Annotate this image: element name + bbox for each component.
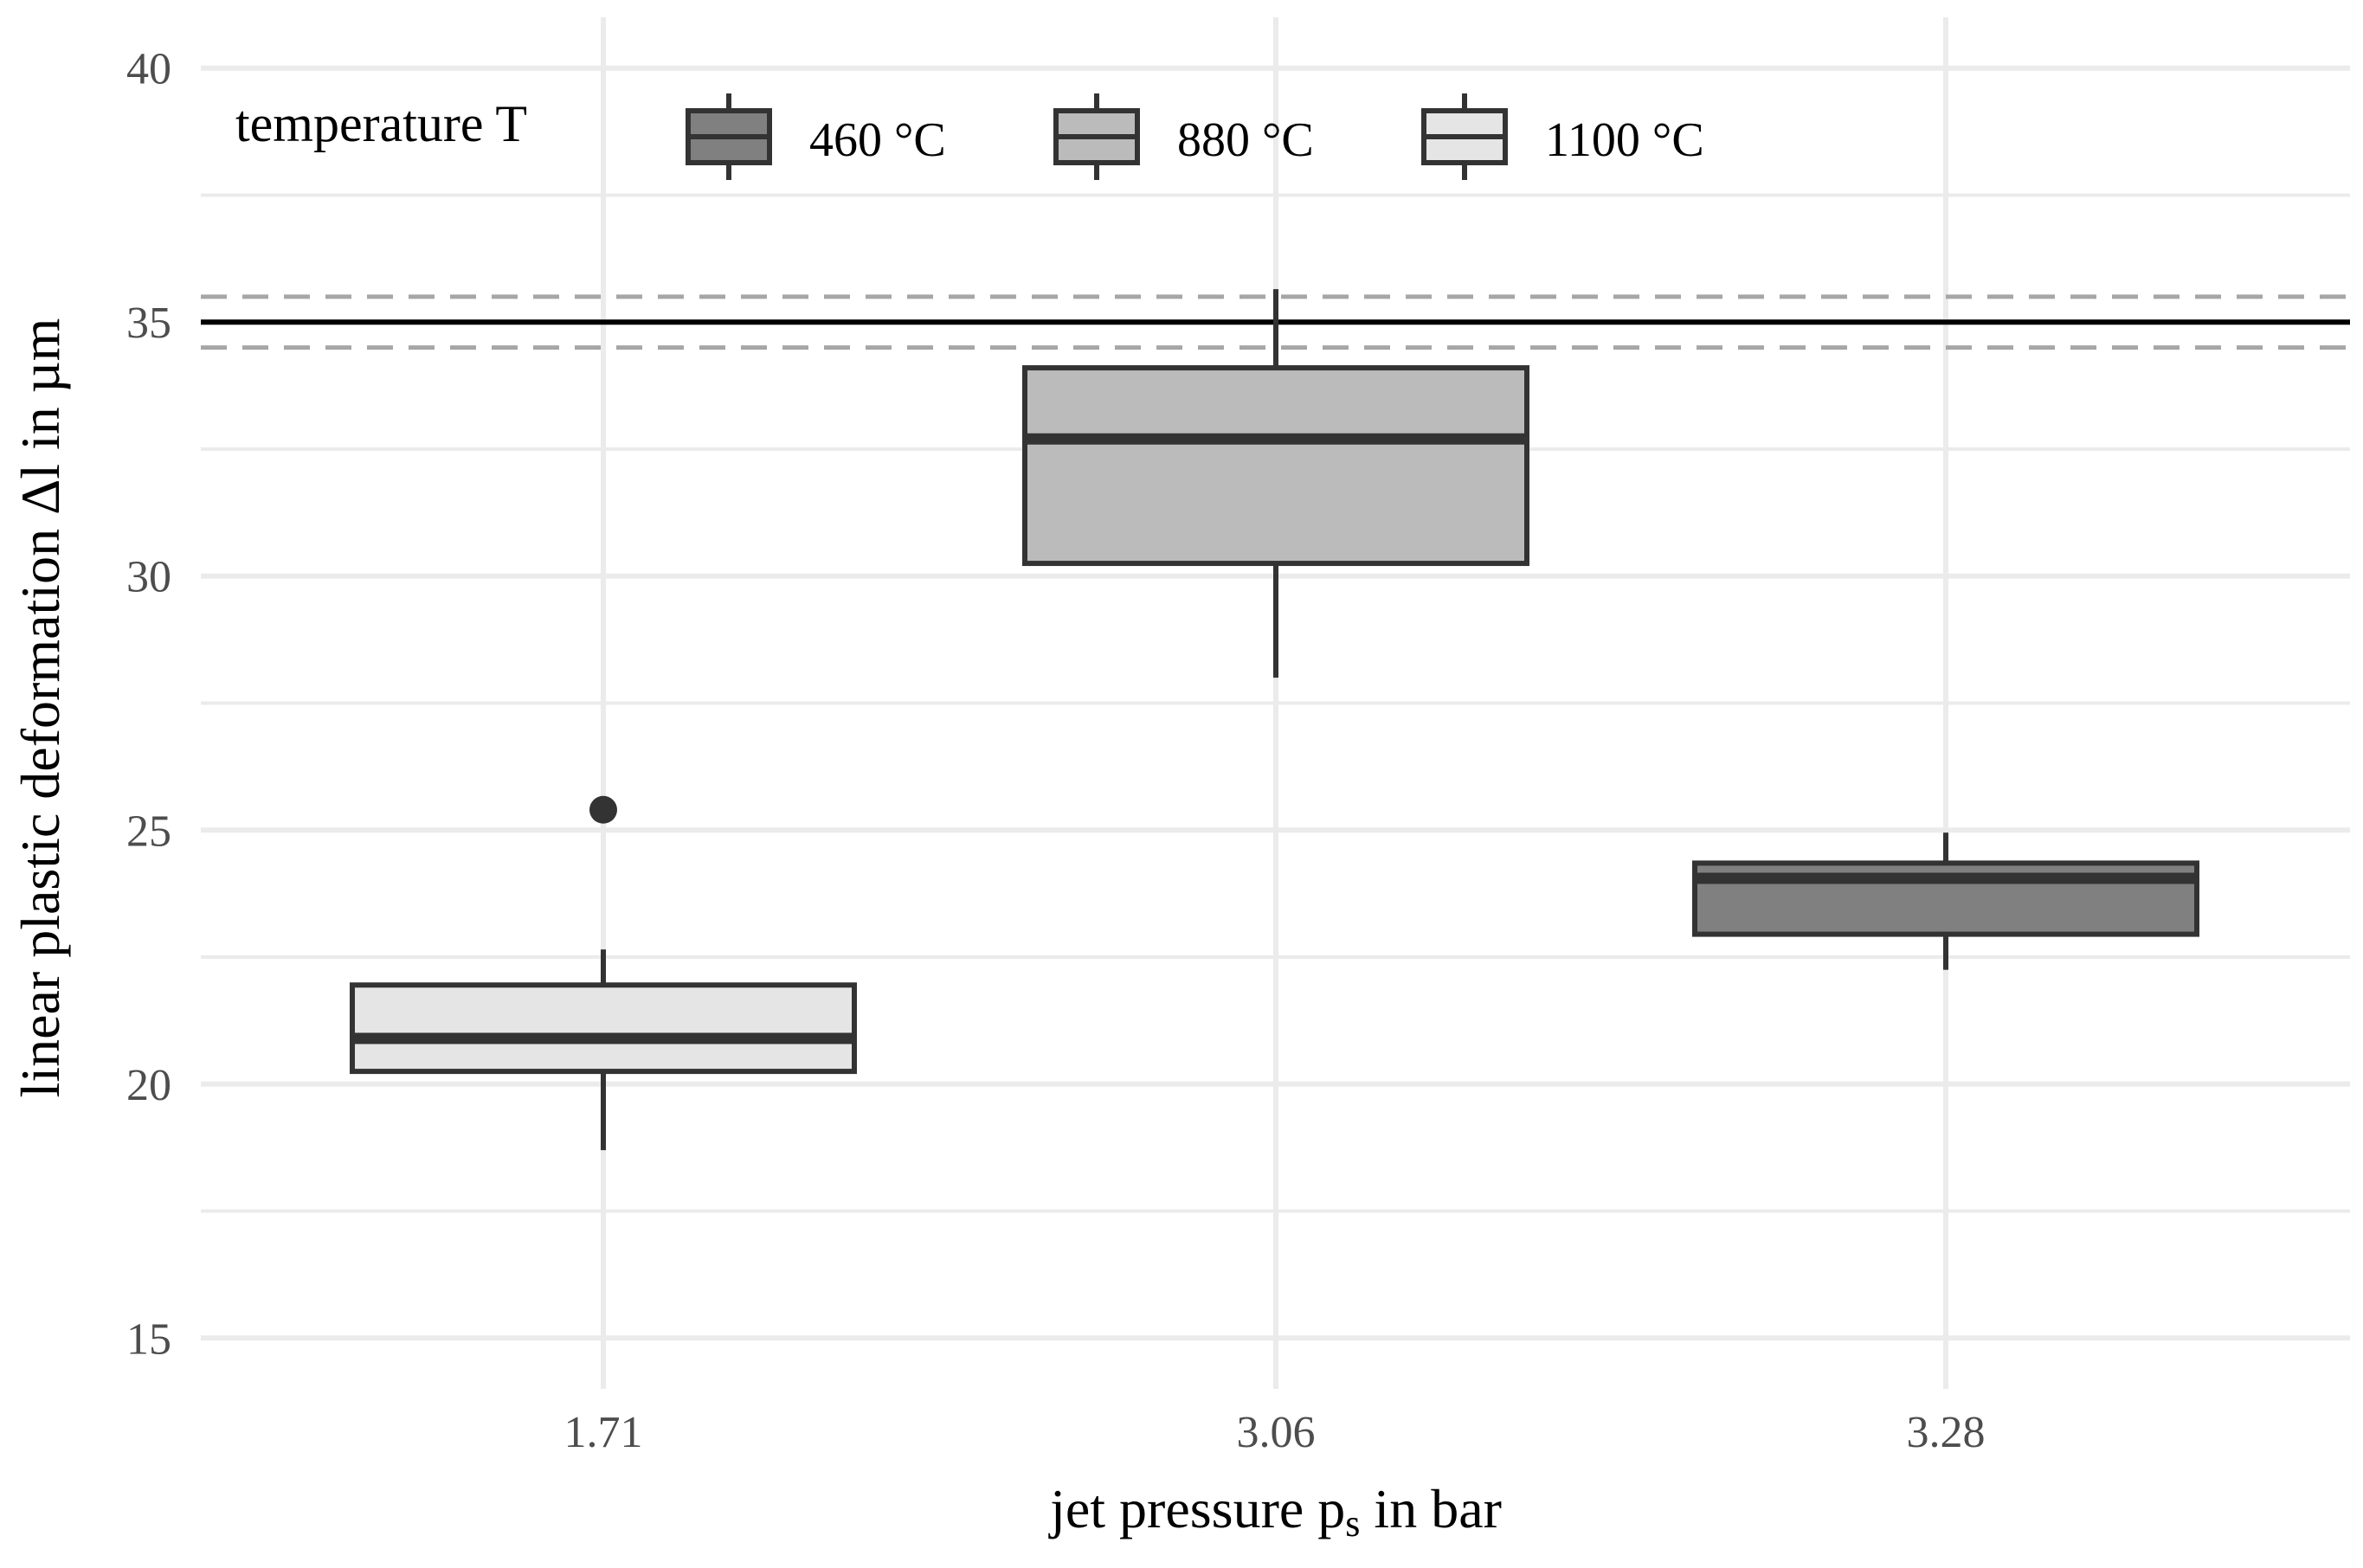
box-group <box>1022 289 1529 678</box>
y-tick-label: 20 <box>126 1061 171 1110</box>
y-tick-label: 30 <box>126 553 171 602</box>
legend-entry: 460 °C <box>686 93 946 180</box>
x-axis-title-subscript: s <box>1345 1502 1360 1545</box>
box-iqr <box>1022 365 1529 567</box>
legend-label: 460 °C <box>809 113 946 167</box>
x-axis-ticks: 1.71 3.06 3.28 <box>564 1408 1986 1457</box>
y-tick-label: 40 <box>126 45 171 94</box>
y-axis-ticks: 15 20 25 30 35 40 <box>126 45 171 1365</box>
x-tick-label: 1.71 <box>564 1408 643 1457</box>
legend-title: temperature T <box>235 95 527 152</box>
y-tick-label: 25 <box>126 806 171 856</box>
y-tick-label: 35 <box>126 299 171 348</box>
legend-entries: 460 °C 880 °C 1100 °C <box>686 93 1704 180</box>
x-axis-title-main: jet pressure p <box>1048 1478 1345 1539</box>
x-tick-label: 3.28 <box>1907 1408 1986 1457</box>
y-axis-title: linear plastic deformation Δl in µm <box>10 318 71 1098</box>
grid-lines <box>201 17 2350 1389</box>
legend-label: 1100 °C <box>1545 113 1704 167</box>
x-axis-title: jet pressure ps in bar <box>1048 1478 1502 1545</box>
y-tick-label: 15 <box>126 1314 171 1364</box>
boxes <box>350 289 2199 1151</box>
x-tick-label: 3.06 <box>1237 1408 1316 1457</box>
legend-label: 880 °C <box>1177 113 1314 167</box>
box-group <box>1692 832 2199 970</box>
x-axis-title-suffix: in bar <box>1360 1478 1502 1539</box>
outlier-point <box>589 795 617 824</box>
box-group <box>350 795 857 1151</box>
box-iqr <box>350 982 857 1075</box>
legend-entry: 1100 °C <box>1421 93 1704 180</box>
legend-entry: 880 °C <box>1053 93 1314 180</box>
legend: temperature T 460 °C 880 °C 1100 °C <box>235 93 1704 180</box>
